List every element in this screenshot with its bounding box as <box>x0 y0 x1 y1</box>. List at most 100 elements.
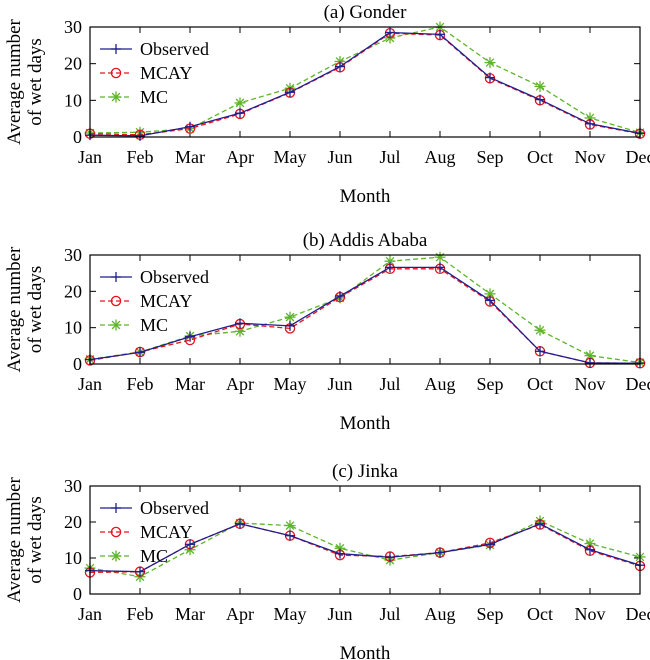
series-line-mcay <box>89 268 641 364</box>
data-point-observed <box>585 118 595 129</box>
data-point-observed <box>235 108 245 119</box>
data-point-observed <box>235 518 245 529</box>
legend-marker-mc <box>110 91 122 103</box>
series-observed <box>85 27 645 141</box>
legend-marker-mc <box>110 550 122 562</box>
legend-label: MC <box>140 87 168 107</box>
x-tick-label: Jan <box>78 604 102 624</box>
data-point-observed <box>385 27 395 38</box>
chart-title: (c) Jinka <box>332 461 399 482</box>
x-tick-label: Mar <box>175 147 205 167</box>
y-axis-label-line: of wet days <box>25 38 46 126</box>
series-line-observed <box>89 266 641 364</box>
data-point-observed <box>285 530 295 541</box>
y-axis-label-line: of wet days <box>25 266 46 354</box>
data-point-mc <box>534 324 546 336</box>
data-point-mc <box>234 97 246 109</box>
data-point-observed <box>135 566 145 577</box>
y-axis-label-line: Average number <box>4 18 25 144</box>
legend: Observed MCAY MC <box>100 498 209 566</box>
y-tick-label: 20 <box>64 512 82 532</box>
legend-marker-observed <box>111 44 121 54</box>
x-tick-label: Nov <box>575 374 606 394</box>
data-point-observed <box>585 357 595 368</box>
legend-label: Observed <box>140 267 209 287</box>
series-line-mc <box>89 520 641 578</box>
y-tick-label: 30 <box>64 476 82 496</box>
data-point-observed <box>285 320 295 331</box>
data-point-observed <box>485 72 495 83</box>
plot-frame <box>89 254 641 365</box>
x-tick-label: Feb <box>127 604 154 624</box>
chart-title: (b) Addis Ababa <box>303 230 428 251</box>
y-tick-label: 10 <box>64 318 82 338</box>
legend-marker-mc <box>110 319 122 331</box>
y-axis-label: Average numberof wet days <box>4 246 46 372</box>
x-tick-label: Mar <box>175 604 205 624</box>
y-axis-label-line: Average number <box>4 246 25 372</box>
data-point-mc <box>184 544 196 556</box>
x-tick-label: Jun <box>327 147 352 167</box>
data-point-observed <box>485 295 495 306</box>
x-tick-label: Aug <box>425 604 456 624</box>
data-point-mc <box>434 251 446 263</box>
data-point-observed <box>385 552 395 563</box>
plot-frame <box>89 485 641 595</box>
legend-marker-observed <box>111 272 121 282</box>
series-line-observed <box>89 523 641 573</box>
x-tick-label: Sep <box>477 147 504 167</box>
x-tick-label: Jun <box>327 374 352 394</box>
data-point-mc <box>284 311 296 323</box>
x-tick-label: Jul <box>379 604 400 624</box>
series-line-observed <box>89 31 641 137</box>
x-tick-label: Jul <box>379 374 400 394</box>
series-line-mc <box>89 256 641 364</box>
y-tick-label: 20 <box>64 54 82 74</box>
data-point-observed <box>285 87 295 98</box>
legend-label: MC <box>140 546 168 566</box>
y-axis-label: Average numberof wet days <box>4 18 46 144</box>
chart-panel-3: (c) Jinka Average numberof wet days 0 10 20 3… <box>4 461 650 660</box>
data-point-mc <box>284 520 296 532</box>
x-tick-label: Jul <box>379 147 400 167</box>
chart-title: (a) Gonder <box>324 2 407 23</box>
y-tick-label: 10 <box>64 548 82 568</box>
x-axis-label: Month <box>340 186 391 207</box>
x-axis-label: Month <box>340 413 391 434</box>
y-axis-label: Average numberof wet days <box>4 476 46 602</box>
x-tick-label: Oct <box>527 604 553 624</box>
x-tick-label: Oct <box>527 374 553 394</box>
data-point-observed <box>435 29 445 40</box>
data-point-observed <box>435 262 445 273</box>
data-point-observed <box>185 539 195 550</box>
x-tick-label: Nov <box>575 604 606 624</box>
data-point-observed <box>135 347 145 358</box>
chart-panel-2: (b) Addis Ababa Average numberof wet days… <box>4 230 650 434</box>
x-tick-label: Dec <box>626 374 650 394</box>
legend-label: MCAY <box>140 522 192 542</box>
data-point-mc <box>534 80 546 92</box>
data-point-observed <box>535 94 545 105</box>
data-point-observed <box>235 318 245 329</box>
legend-marker-mcay <box>110 295 122 307</box>
x-tick-label: Apr <box>226 604 254 624</box>
x-tick-label: Dec <box>626 147 650 167</box>
data-point-observed <box>335 291 345 302</box>
legend-label: Observed <box>140 39 209 59</box>
data-point-observed <box>185 331 195 342</box>
y-tick-label: 30 <box>64 245 82 265</box>
y-tick-label: 10 <box>64 90 82 110</box>
data-point-observed <box>485 539 495 550</box>
x-tick-label: May <box>274 604 307 624</box>
y-tick-label: 0 <box>73 584 82 604</box>
series-line-mcay <box>89 32 641 136</box>
x-tick-label: Jun <box>327 604 352 624</box>
x-tick-label: Oct <box>527 147 553 167</box>
legend-label: MCAY <box>140 291 192 311</box>
y-tick-label: 20 <box>64 281 82 301</box>
data-point-mc <box>484 57 496 69</box>
legend-marker-observed <box>111 503 121 513</box>
x-tick-label: Feb <box>127 374 154 394</box>
data-point-observed <box>585 544 595 555</box>
